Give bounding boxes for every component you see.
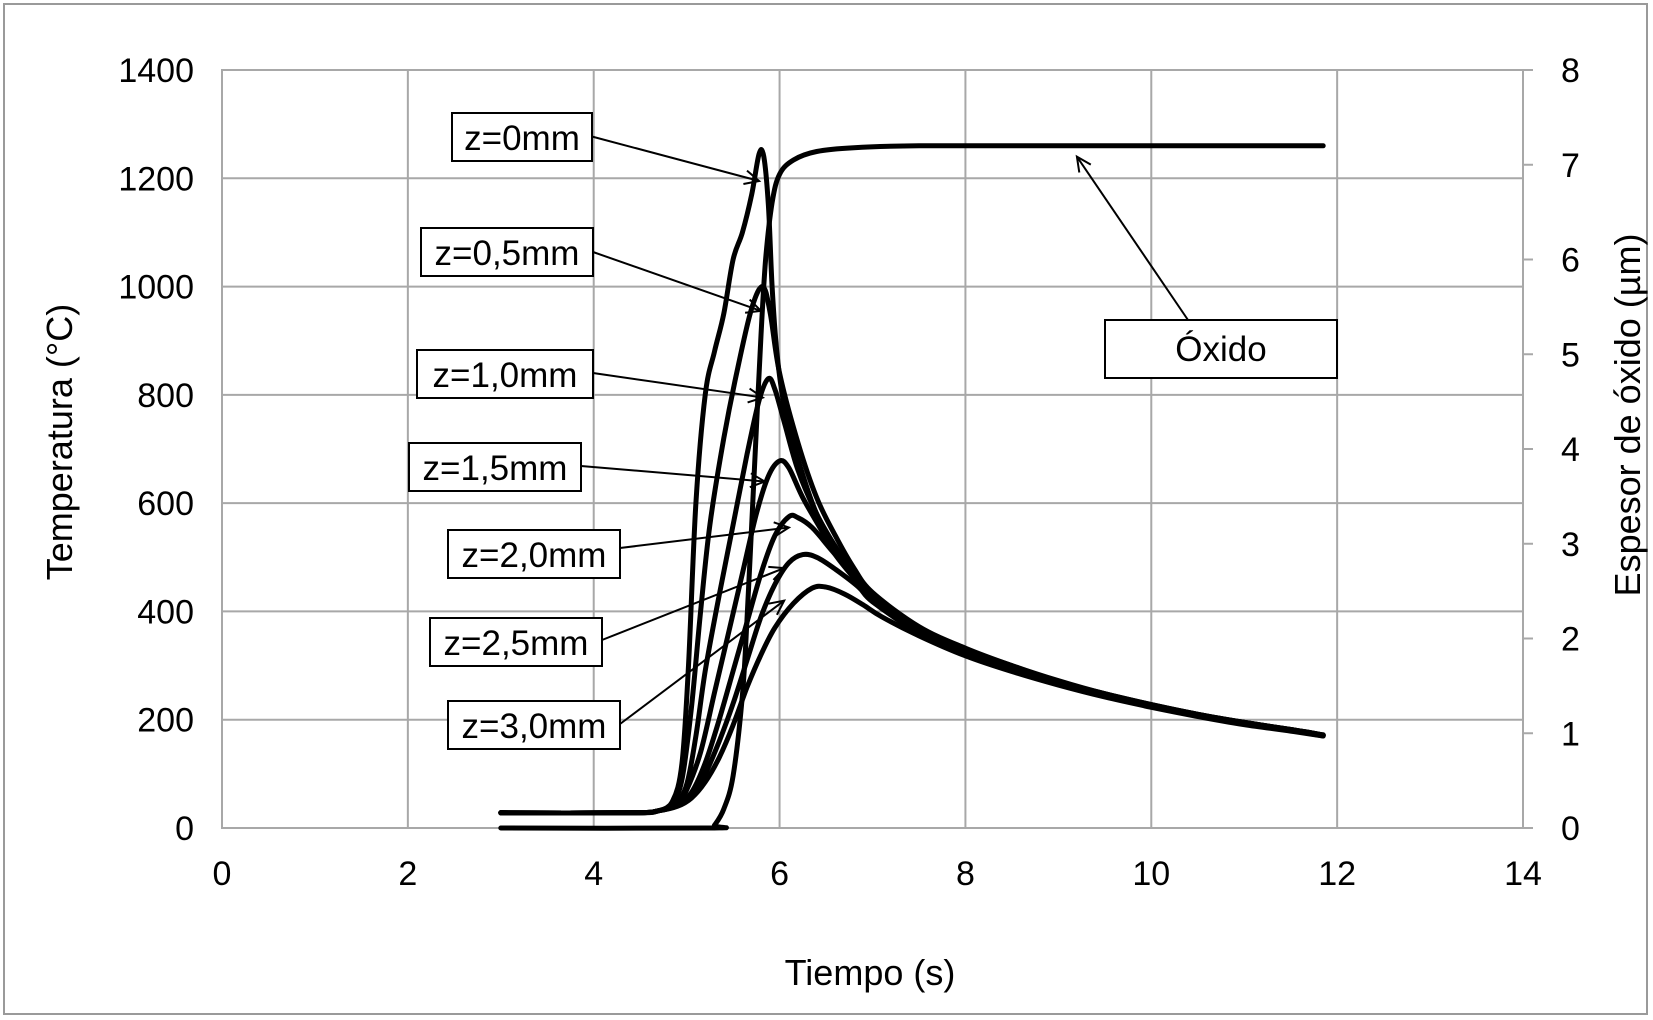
callout-label: Óxido — [1175, 330, 1266, 369]
callout-box — [447, 529, 621, 579]
y-tick-label: 600 — [137, 485, 194, 523]
x-axis-title: Tiempo (s) — [785, 952, 956, 993]
y2-tick-label: 8 — [1561, 52, 1580, 90]
callout-label: z=2,0mm — [462, 536, 607, 575]
x-tick-label: 0 — [213, 855, 232, 893]
callout-box — [408, 442, 582, 492]
y-axis-title: Temperatura (°C) — [39, 304, 80, 580]
series-line-xido — [498, 143, 1326, 831]
annotation-leaders — [580, 135, 1189, 725]
callout-leader — [1076, 156, 1189, 321]
x-tick-label: 4 — [584, 855, 603, 893]
callout-arrowhead — [1075, 154, 1092, 173]
y2-tick-label: 0 — [1561, 810, 1580, 848]
series-line-z-2-5mm — [498, 551, 1326, 816]
x-tick-label: 6 — [770, 855, 789, 893]
callout-label: z=1,0mm — [433, 356, 578, 395]
callout-box — [429, 617, 603, 667]
callout-label: z=0,5mm — [435, 234, 580, 273]
y2-tick-label: 5 — [1561, 336, 1580, 374]
callout-arrowhead — [768, 565, 787, 581]
y2-tick-label: 7 — [1561, 147, 1580, 185]
series-curves — [498, 143, 1326, 831]
y2-tick-label: 2 — [1561, 621, 1580, 659]
callout-arrowhead — [743, 169, 762, 185]
callout-leader — [592, 372, 763, 399]
callout-arrowhead — [747, 387, 766, 404]
chart-frame — [3, 3, 1648, 1015]
tick-labels: 0 2 4 6 8 10 12 1402004006008001000120014000123… — [118, 52, 1580, 893]
callout-label: z=3,0mm — [462, 707, 607, 746]
y2-tick-label: 3 — [1561, 526, 1580, 564]
y-tick-label: 0 — [175, 810, 194, 848]
y-tick-label: 200 — [137, 702, 194, 740]
annotation-labels: z=0mm z=0,5mm z=1,0mm z=1,5mm z=2,0mm z=2,5mm… — [408, 112, 1338, 750]
callout-arrowhead — [768, 599, 787, 616]
callout-box — [420, 227, 594, 277]
callout-box — [447, 700, 621, 750]
x-tick-label: 12 — [1318, 855, 1356, 893]
callout-leader — [601, 567, 785, 641]
callout-leader — [619, 526, 789, 549]
callout-box — [451, 112, 593, 162]
series-line-z-1-0mm — [498, 375, 1326, 816]
series-line-z-1-5mm — [498, 458, 1326, 816]
gridlines — [221, 69, 1533, 829]
callout-leader — [589, 135, 760, 182]
y2-axis-title: Espesor de óxido (µm) — [1607, 234, 1648, 597]
y-tick-label: 1000 — [118, 269, 194, 307]
callout-arrowhead — [744, 298, 764, 314]
y-tick-label: 1400 — [118, 52, 194, 90]
callout-leader — [592, 251, 762, 312]
callout-leader — [619, 599, 785, 725]
series-line-z-3-0mm — [498, 583, 1326, 816]
callout-box — [416, 349, 594, 399]
x-tick-label: 14 — [1504, 855, 1542, 893]
series-line-z-2-0mm — [498, 512, 1326, 816]
x-tick-label: 10 — [1132, 855, 1170, 893]
x-tick-label: 2 — [398, 855, 417, 893]
y2-tick-label: 1 — [1561, 715, 1580, 753]
callout-label: z=2,5mm — [444, 624, 589, 663]
callout-box — [1104, 319, 1338, 379]
y-tick-label: 400 — [137, 593, 194, 631]
y2-tick-label: 4 — [1561, 431, 1580, 469]
x-tick-label: 8 — [956, 855, 975, 893]
callout-label: z=1,5mm — [423, 449, 568, 488]
callout-leader — [580, 465, 765, 483]
callout-arrowhead — [773, 521, 792, 538]
callout-label: z=0mm — [464, 119, 580, 158]
callout-arrowhead — [749, 472, 767, 489]
y-tick-label: 800 — [137, 377, 194, 415]
y-tick-label: 1200 — [118, 160, 194, 198]
y2-tick-label: 6 — [1561, 242, 1580, 280]
